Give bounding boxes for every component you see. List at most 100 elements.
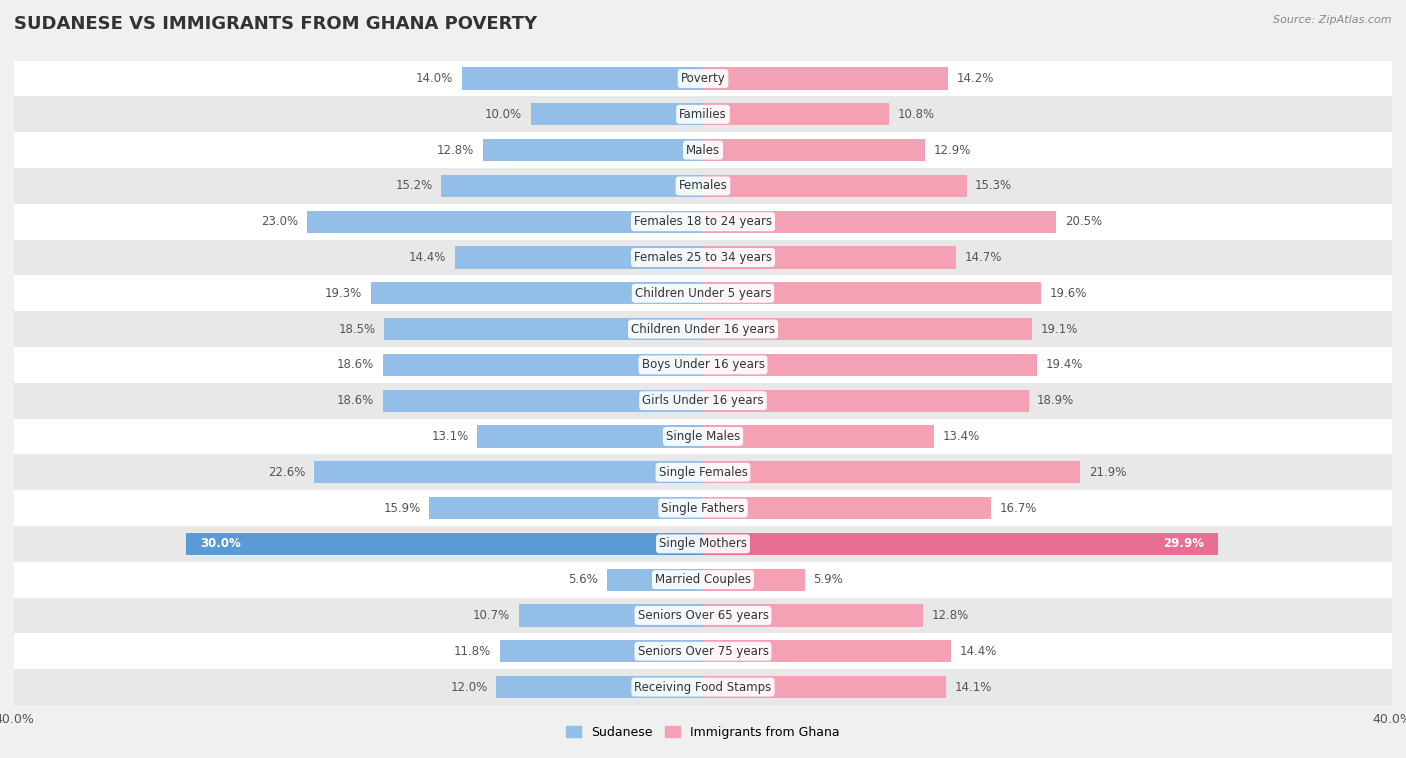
Text: 14.4%: 14.4% xyxy=(960,645,997,658)
Text: 14.1%: 14.1% xyxy=(955,681,991,694)
Text: Source: ZipAtlas.com: Source: ZipAtlas.com xyxy=(1274,15,1392,25)
Bar xyxy=(14,132,1392,168)
Bar xyxy=(14,383,1392,418)
Bar xyxy=(14,634,1392,669)
Text: 16.7%: 16.7% xyxy=(1000,502,1036,515)
Text: Families: Families xyxy=(679,108,727,121)
Bar xyxy=(478,425,703,447)
Bar xyxy=(14,96,1392,132)
Text: Seniors Over 65 years: Seniors Over 65 years xyxy=(637,609,769,622)
Text: 12.9%: 12.9% xyxy=(934,143,972,157)
Bar xyxy=(307,211,703,233)
Text: 21.9%: 21.9% xyxy=(1088,465,1126,479)
Text: Females 25 to 34 years: Females 25 to 34 years xyxy=(634,251,772,264)
Text: Single Females: Single Females xyxy=(658,465,748,479)
Text: 22.6%: 22.6% xyxy=(267,465,305,479)
Text: Females: Females xyxy=(679,180,727,193)
Bar xyxy=(703,676,946,698)
Text: 10.0%: 10.0% xyxy=(485,108,522,121)
Text: 14.4%: 14.4% xyxy=(409,251,446,264)
Bar xyxy=(703,246,956,268)
Text: 15.3%: 15.3% xyxy=(976,180,1012,193)
Bar xyxy=(703,354,1038,376)
Text: Single Mothers: Single Mothers xyxy=(659,537,747,550)
Bar xyxy=(703,211,1056,233)
Text: 15.2%: 15.2% xyxy=(395,180,433,193)
Text: 5.6%: 5.6% xyxy=(568,573,598,586)
Bar xyxy=(703,175,966,197)
Bar xyxy=(703,318,1032,340)
Bar xyxy=(519,604,703,627)
Bar xyxy=(461,67,703,89)
Text: 30.0%: 30.0% xyxy=(200,537,240,550)
Bar xyxy=(429,497,703,519)
Bar xyxy=(14,61,1392,96)
Text: Males: Males xyxy=(686,143,720,157)
Bar xyxy=(14,418,1392,454)
Text: 14.7%: 14.7% xyxy=(965,251,1002,264)
Bar xyxy=(703,497,991,519)
Text: 19.6%: 19.6% xyxy=(1049,287,1087,300)
Text: 20.5%: 20.5% xyxy=(1064,215,1102,228)
Bar xyxy=(703,533,1218,555)
Text: 12.8%: 12.8% xyxy=(437,143,474,157)
Text: 14.2%: 14.2% xyxy=(956,72,994,85)
Text: 18.9%: 18.9% xyxy=(1038,394,1074,407)
Bar xyxy=(382,354,703,376)
Bar xyxy=(14,526,1392,562)
Bar xyxy=(14,168,1392,204)
Text: Children Under 16 years: Children Under 16 years xyxy=(631,323,775,336)
Bar xyxy=(606,568,703,590)
Text: 19.1%: 19.1% xyxy=(1040,323,1078,336)
Bar xyxy=(371,282,703,305)
Bar xyxy=(703,604,924,627)
Text: 15.9%: 15.9% xyxy=(384,502,420,515)
Bar xyxy=(14,562,1392,597)
Text: Single Males: Single Males xyxy=(666,430,740,443)
Text: Married Couples: Married Couples xyxy=(655,573,751,586)
Text: 29.9%: 29.9% xyxy=(1163,537,1204,550)
Text: Girls Under 16 years: Girls Under 16 years xyxy=(643,394,763,407)
Text: 10.8%: 10.8% xyxy=(897,108,935,121)
Bar xyxy=(382,390,703,412)
Bar xyxy=(14,347,1392,383)
Bar xyxy=(703,282,1040,305)
Text: 11.8%: 11.8% xyxy=(454,645,491,658)
Bar xyxy=(703,641,950,662)
Legend: Sudanese, Immigrants from Ghana: Sudanese, Immigrants from Ghana xyxy=(561,721,845,744)
Text: Seniors Over 75 years: Seniors Over 75 years xyxy=(637,645,769,658)
Text: 13.4%: 13.4% xyxy=(942,430,980,443)
Bar xyxy=(703,425,934,447)
Bar xyxy=(703,139,925,161)
Bar xyxy=(14,597,1392,634)
Bar xyxy=(531,103,703,125)
Bar xyxy=(314,461,703,484)
Bar xyxy=(703,461,1080,484)
Bar xyxy=(14,240,1392,275)
Text: 5.9%: 5.9% xyxy=(813,573,844,586)
Bar xyxy=(186,533,703,555)
Bar xyxy=(14,669,1392,705)
Text: 18.6%: 18.6% xyxy=(337,394,374,407)
Text: 23.0%: 23.0% xyxy=(262,215,298,228)
Bar xyxy=(703,103,889,125)
Text: 10.7%: 10.7% xyxy=(472,609,510,622)
Text: 12.8%: 12.8% xyxy=(932,609,969,622)
Bar xyxy=(703,67,948,89)
Text: Poverty: Poverty xyxy=(681,72,725,85)
Text: 18.5%: 18.5% xyxy=(339,323,375,336)
Bar xyxy=(496,676,703,698)
Bar xyxy=(703,390,1029,412)
Bar xyxy=(14,490,1392,526)
Bar xyxy=(384,318,703,340)
Text: Boys Under 16 years: Boys Under 16 years xyxy=(641,359,765,371)
Bar xyxy=(14,454,1392,490)
Bar xyxy=(482,139,703,161)
Text: 19.3%: 19.3% xyxy=(325,287,361,300)
Text: 19.4%: 19.4% xyxy=(1046,359,1083,371)
Bar xyxy=(703,568,804,590)
Bar xyxy=(456,246,703,268)
Bar xyxy=(499,641,703,662)
Text: 13.1%: 13.1% xyxy=(432,430,468,443)
Text: Females 18 to 24 years: Females 18 to 24 years xyxy=(634,215,772,228)
